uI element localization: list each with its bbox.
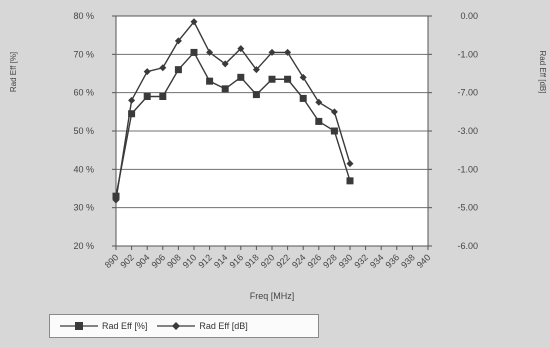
data-point-diamond xyxy=(299,73,307,81)
x-tick-label: 926 xyxy=(306,252,324,270)
x-axis-label: Freq [MHz] xyxy=(250,291,295,301)
data-point-diamond xyxy=(330,108,338,116)
data-point-diamond xyxy=(174,37,182,45)
diamond-marker-icon xyxy=(157,322,196,330)
left-axis: 80 % 70 % 60 % 50 % 40 % 30 % 20 % xyxy=(73,11,116,251)
x-tick-label: 914 xyxy=(212,252,230,270)
data-point-diamond xyxy=(143,68,151,76)
left-tick-label: 70 % xyxy=(73,49,94,59)
data-point-square xyxy=(174,66,182,74)
legend: Rad Eff [%] Rad Eff [dB] xyxy=(49,314,319,338)
data-point-square xyxy=(128,110,136,118)
data-point-diamond xyxy=(206,48,214,56)
left-tick-label: 30 % xyxy=(73,203,94,213)
right-tick-label: -7.00 xyxy=(457,88,478,98)
right-tick-label: 0.00 xyxy=(460,11,478,21)
legend-label-pct: Rad Eff [%] xyxy=(102,321,148,331)
series-line-2 xyxy=(115,20,351,201)
x-tick-label: 916 xyxy=(228,252,246,270)
right-tick-label: -3.00 xyxy=(457,126,478,136)
x-axis: 8909029049069089109129149169189209229249… xyxy=(103,246,433,270)
grid-layer xyxy=(116,53,428,209)
data-point-square xyxy=(206,77,214,85)
legend-item-db: Rad Eff [dB] xyxy=(157,321,248,331)
left-tick-label: 60 % xyxy=(73,88,94,98)
x-tick-label: 904 xyxy=(134,252,152,270)
x-tick-label: 936 xyxy=(384,252,402,270)
data-point-square xyxy=(330,127,338,135)
x-tick-label: 922 xyxy=(274,252,292,270)
data-point-diamond xyxy=(252,66,260,74)
x-tick-label: 940 xyxy=(415,252,433,270)
data-point-diamond xyxy=(112,196,120,204)
data-point-diamond xyxy=(284,48,292,56)
legend-label-db: Rad Eff [dB] xyxy=(199,321,248,331)
data-point-square xyxy=(252,91,260,99)
data-point-square xyxy=(299,94,307,102)
data-point-square xyxy=(315,117,323,125)
data-point-diamond xyxy=(346,160,354,168)
right-tick-label: -1.00 xyxy=(457,49,478,59)
legend-item-pct: Rad Eff [%] xyxy=(60,321,147,331)
data-point-diamond xyxy=(237,45,245,53)
y-axis-left-label: Rad Eff [%] xyxy=(9,52,18,92)
x-tick-label: 932 xyxy=(352,252,370,270)
data-point-square xyxy=(268,75,276,83)
x-tick-label: 910 xyxy=(181,252,199,270)
right-tick-label: -6.00 xyxy=(457,241,478,251)
data-point-square xyxy=(143,93,151,100)
x-tick-label: 938 xyxy=(399,252,417,270)
right-axis: 0.00 -1.00 -7.00 -3.00 -1.00 -5.00 -6.00 xyxy=(428,11,478,251)
data-point-square xyxy=(346,177,354,185)
x-tick-label: 902 xyxy=(118,252,136,270)
x-tick-label: 908 xyxy=(165,252,183,270)
x-tick-label: 920 xyxy=(259,252,277,270)
data-point-square xyxy=(221,85,229,93)
left-tick-label: 20 % xyxy=(73,241,94,251)
x-tick-label: 930 xyxy=(337,252,355,270)
data-point-diamond xyxy=(159,64,167,72)
series-line-1 xyxy=(115,51,351,197)
x-tick-label: 906 xyxy=(150,252,168,270)
x-tick-label: 890 xyxy=(103,252,121,270)
data-point-diamond xyxy=(315,98,323,106)
square-marker-icon xyxy=(60,322,98,330)
x-tick-label: 928 xyxy=(321,252,339,270)
x-tick-label: 934 xyxy=(368,252,386,270)
right-tick-label: -5.00 xyxy=(457,203,478,213)
data-point-diamond xyxy=(221,60,229,68)
left-tick-label: 40 % xyxy=(73,164,94,174)
x-tick-label: 918 xyxy=(243,252,261,270)
series-layer xyxy=(112,18,354,204)
y-axis-right-label: Rad Eff [dB] xyxy=(538,51,547,94)
left-tick-label: 50 % xyxy=(73,126,94,136)
data-point-square xyxy=(190,48,198,56)
left-tick-label: 80 % xyxy=(73,11,94,21)
data-point-diamond xyxy=(268,48,276,56)
x-tick-label: 912 xyxy=(196,252,214,270)
data-point-square xyxy=(284,75,292,83)
data-point-square xyxy=(159,93,167,100)
right-tick-label: -1.00 xyxy=(457,164,478,174)
x-tick-label: 924 xyxy=(290,252,308,270)
data-point-diamond xyxy=(128,96,136,104)
data-point-diamond xyxy=(190,18,198,26)
data-point-square xyxy=(237,73,245,81)
